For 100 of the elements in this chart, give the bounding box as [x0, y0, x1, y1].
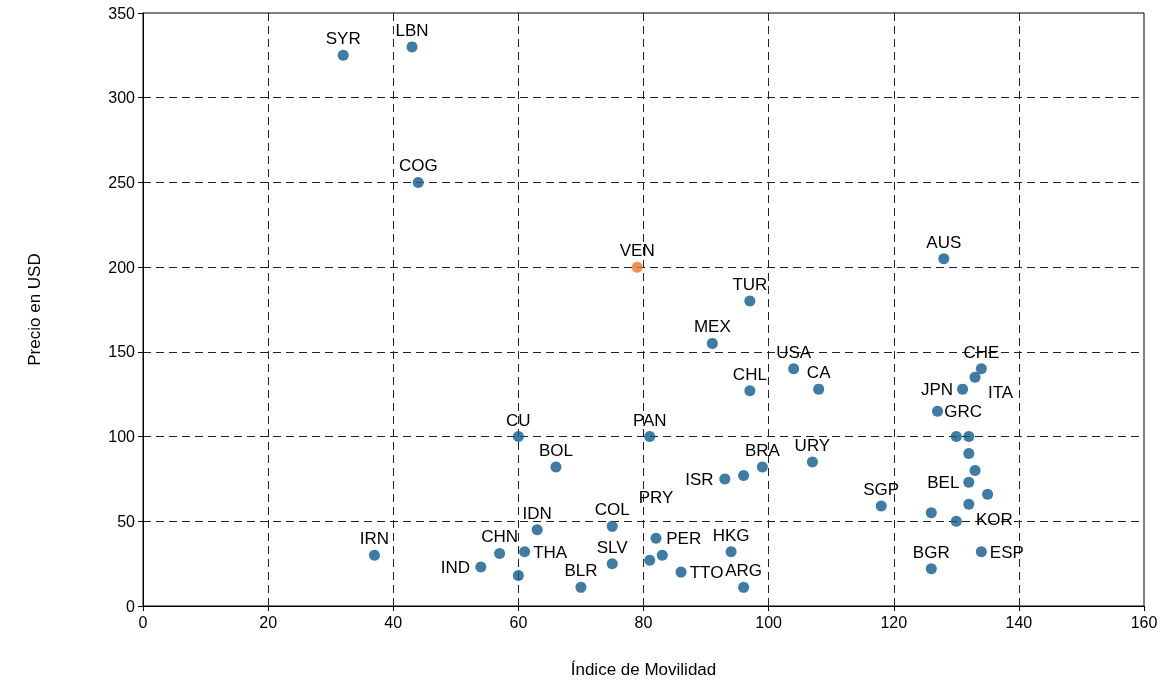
- annotation: ITA: [987, 383, 1014, 403]
- annotation: MEX: [693, 317, 731, 337]
- point: [706, 337, 718, 349]
- x-tick-label: 20: [259, 613, 278, 631]
- point: [963, 476, 975, 488]
- annotation: BGR: [912, 542, 950, 562]
- annotation: IRN: [359, 529, 390, 549]
- point: [969, 464, 981, 476]
- annotation: SGP: [863, 480, 900, 500]
- annotation: COG: [398, 156, 438, 176]
- annotation: SLV: [596, 537, 629, 557]
- point: [975, 363, 987, 375]
- x-axis-title: Índice de Movilidad: [570, 660, 717, 679]
- annotation: GRC: [944, 402, 982, 422]
- x-tick-label: 100: [755, 613, 783, 631]
- y-tick-label: 350: [108, 4, 136, 22]
- annotation: CA: [806, 363, 832, 383]
- point: [475, 561, 487, 573]
- point: [963, 448, 975, 460]
- point: [963, 431, 975, 443]
- point: [806, 456, 818, 468]
- annotation: HKG: [712, 525, 750, 545]
- point: [494, 547, 506, 559]
- annotation: VEN: [619, 241, 655, 261]
- x-tick-label: 120: [880, 613, 908, 631]
- point: [963, 498, 975, 510]
- point: [650, 532, 662, 544]
- annotation: PER: [666, 529, 702, 549]
- annotation: LBN: [395, 20, 429, 40]
- y-axis-title: Precio en USD: [25, 253, 44, 366]
- point: [512, 431, 524, 443]
- point: [875, 500, 887, 512]
- point: [756, 461, 768, 473]
- point: [957, 383, 969, 395]
- y-tick-label: 250: [108, 173, 136, 191]
- x-tick-label: 60: [509, 613, 528, 631]
- annotation: AUS: [926, 232, 962, 252]
- point: [631, 261, 643, 273]
- annotation: BEL: [927, 473, 960, 493]
- point: [982, 488, 994, 500]
- point: [337, 49, 349, 61]
- annotation: BRA: [744, 441, 781, 461]
- point: [368, 549, 380, 561]
- point: [656, 549, 668, 561]
- annotation: THA: [533, 542, 568, 562]
- point: [975, 546, 987, 558]
- y-tick-label: 0: [126, 597, 136, 615]
- point: [675, 566, 687, 578]
- point: [788, 363, 800, 375]
- annotation: JPN: [921, 380, 954, 400]
- annotation: IDN: [522, 503, 552, 523]
- annotation: ISR: [685, 469, 714, 489]
- x-tick-label: 140: [1005, 613, 1033, 631]
- point: [644, 431, 656, 443]
- annotation: ESP: [989, 542, 1024, 562]
- annotation: PRY: [638, 488, 674, 508]
- point: [412, 176, 424, 188]
- annotation: CHL: [732, 364, 767, 384]
- point: [644, 554, 656, 566]
- point: [950, 515, 962, 527]
- x-tick-label: 80: [634, 613, 653, 631]
- point: [925, 563, 937, 575]
- annotation: BLR: [564, 561, 598, 581]
- y-tick-label: 50: [117, 512, 136, 530]
- point: [512, 570, 524, 581]
- y-tick-label: 300: [108, 89, 136, 107]
- point: [606, 520, 618, 532]
- point: [738, 470, 750, 482]
- point: [531, 524, 543, 536]
- point: [738, 581, 750, 593]
- annotation: CU: [506, 410, 531, 430]
- point: [744, 295, 756, 307]
- point: [725, 546, 737, 558]
- annotation: TUR: [732, 275, 768, 295]
- annotation: IND: [440, 558, 470, 578]
- annotation: PAN: [632, 410, 667, 430]
- point: [606, 558, 618, 570]
- annotation: ARG: [725, 561, 763, 581]
- y-tick-label: 100: [108, 428, 136, 446]
- point: [406, 41, 418, 53]
- point: [925, 507, 937, 519]
- point: [938, 253, 950, 265]
- point: [932, 405, 944, 417]
- point: [575, 581, 587, 593]
- x-tick-label: 40: [384, 613, 403, 631]
- annotation: TTO: [689, 563, 724, 583]
- point: [744, 385, 756, 397]
- x-tick-label: 0: [138, 613, 148, 631]
- annotation: SYR: [325, 29, 361, 49]
- point: [519, 546, 531, 558]
- y-tick-label: 200: [108, 258, 136, 276]
- point: [813, 383, 825, 395]
- x-tick-label: 160: [1130, 613, 1158, 631]
- point: [550, 461, 562, 473]
- annotation: CHN: [481, 527, 519, 547]
- y-tick-label: 150: [108, 343, 136, 361]
- point: [719, 473, 731, 485]
- annotation: BOL: [538, 441, 573, 461]
- point: [969, 371, 981, 383]
- annotation: URY: [794, 435, 831, 455]
